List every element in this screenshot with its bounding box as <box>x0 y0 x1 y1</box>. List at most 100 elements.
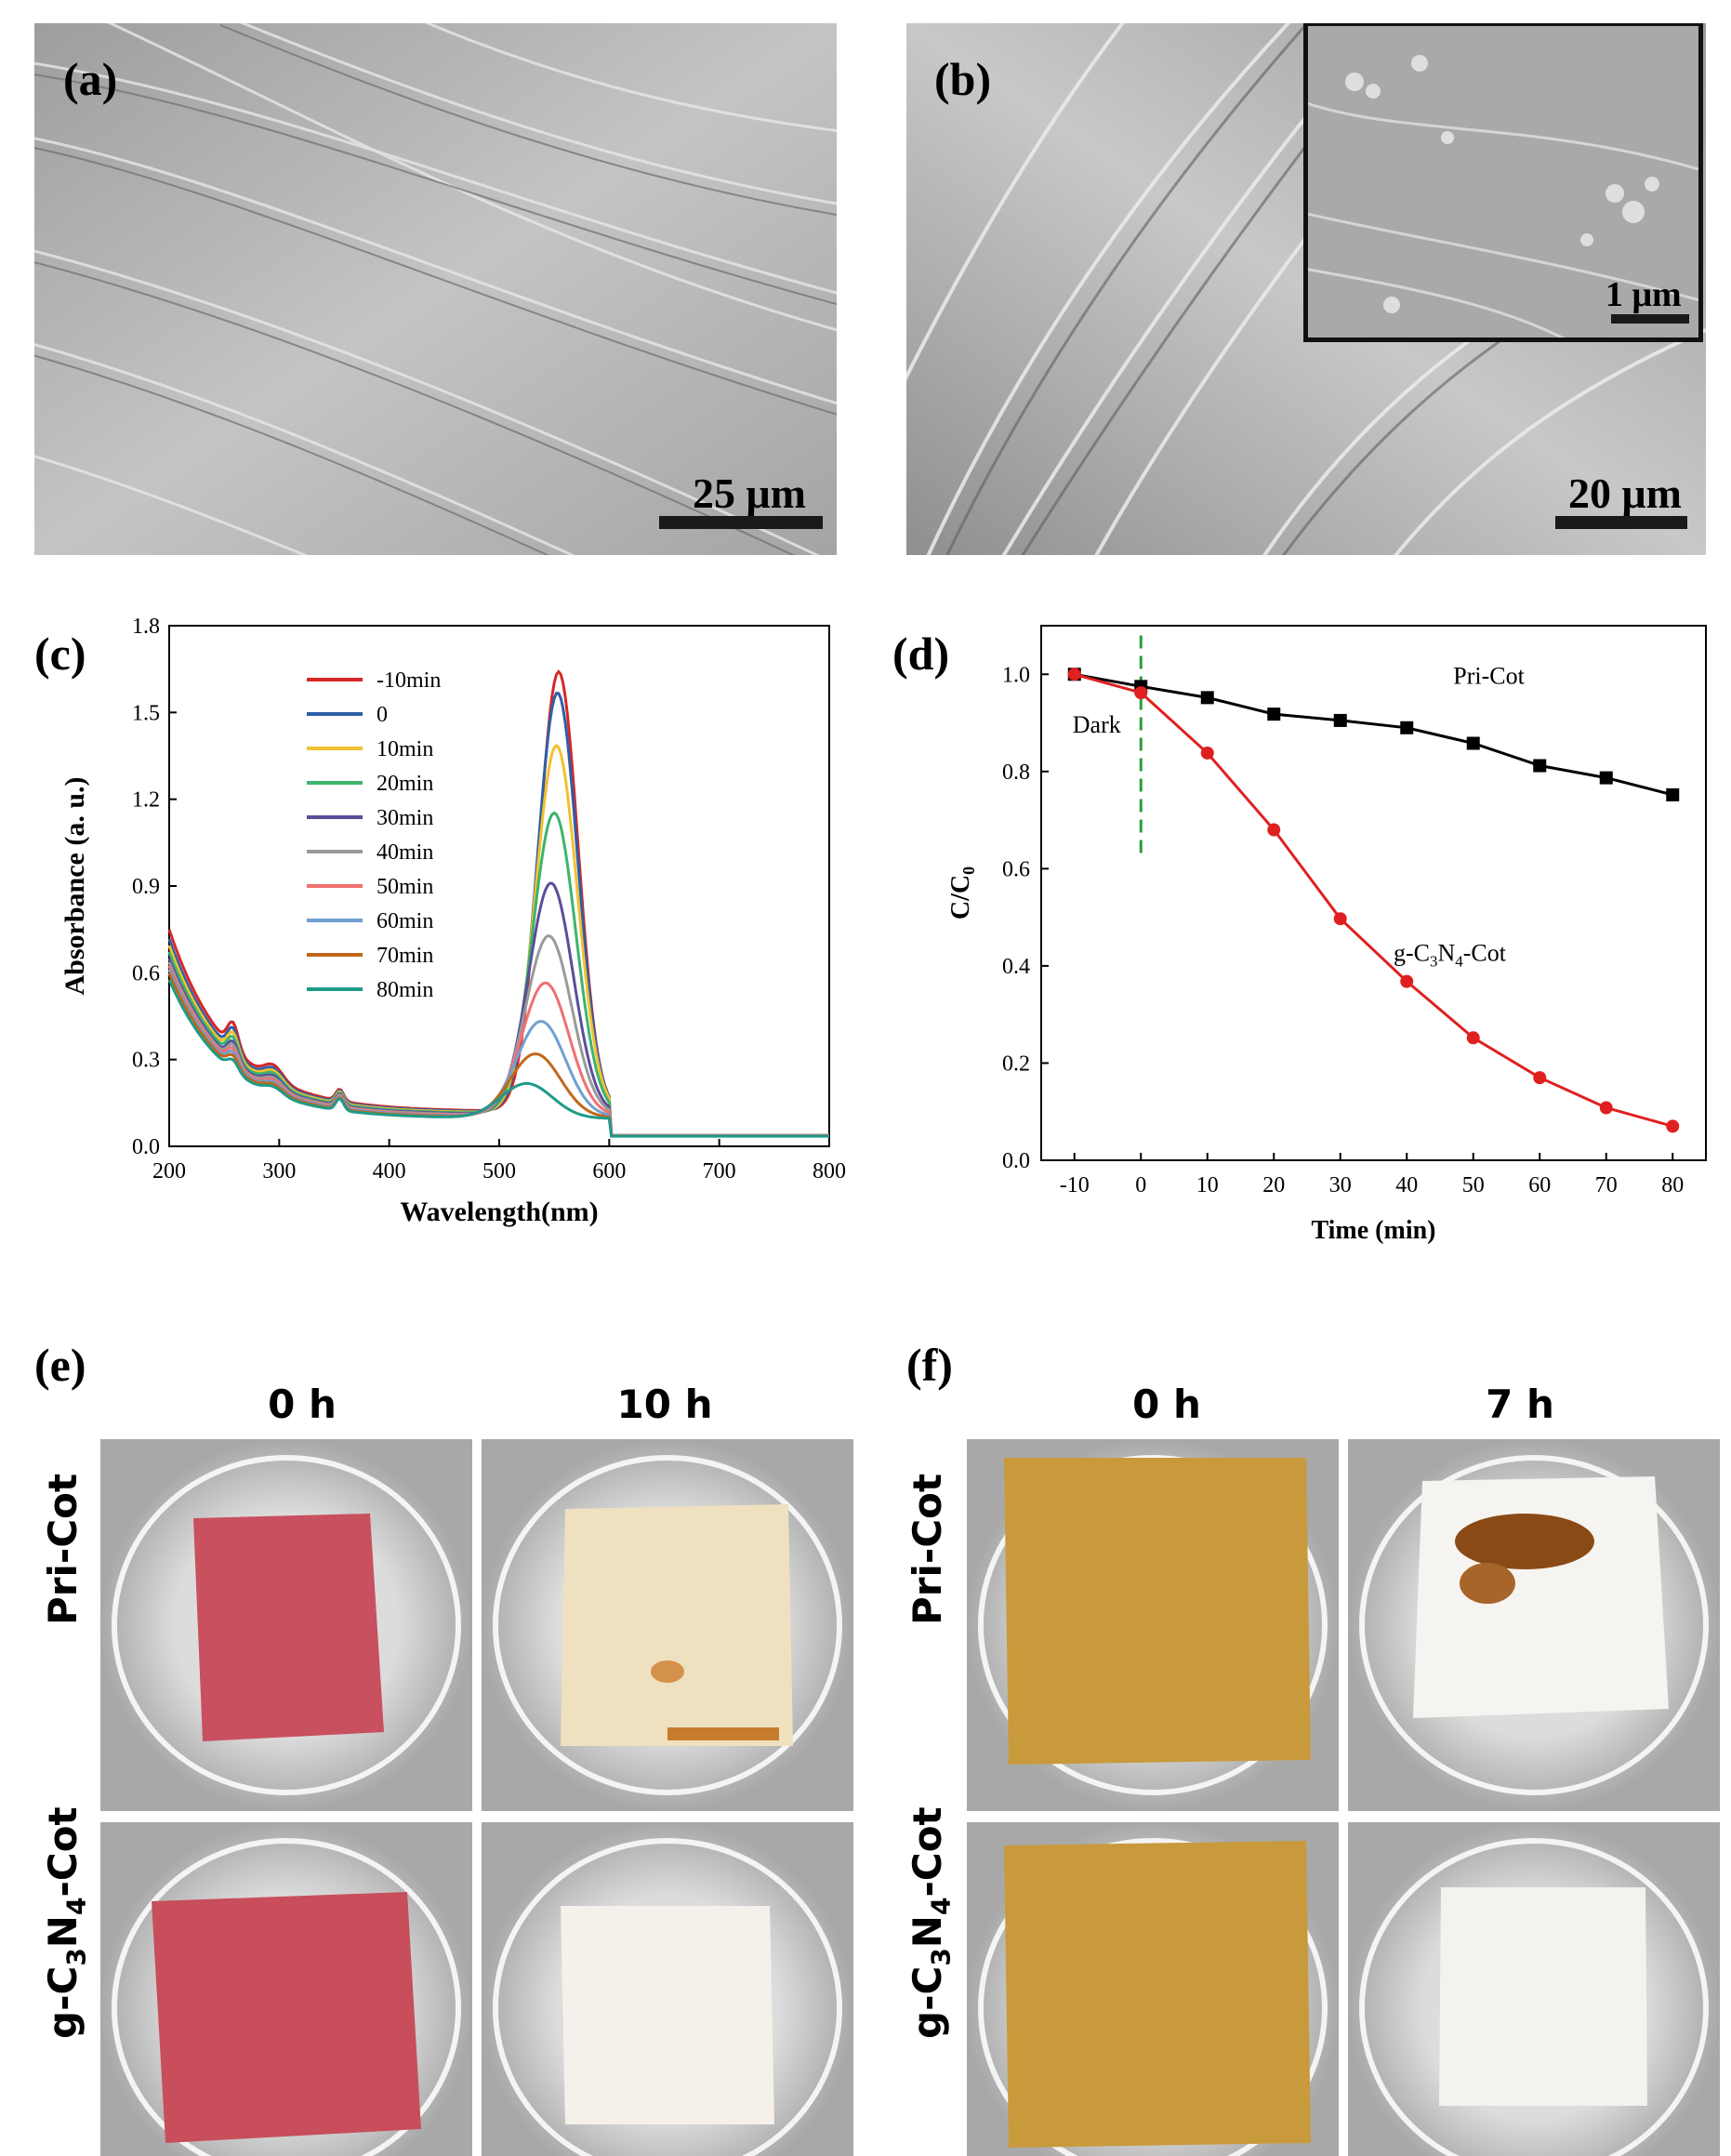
plot-frame-d <box>1040 625 1707 1161</box>
data-point-d-1-1 <box>1134 686 1148 700</box>
legend-label-c-4: 30min <box>377 806 433 830</box>
series-label-pri: Pri-Cot <box>1453 663 1525 690</box>
legend-label-c-7: 60min <box>377 909 433 933</box>
y-tick-label-d-5: 1.0 <box>1002 663 1030 687</box>
series-label-g-g_mid: N <box>1437 940 1455 967</box>
series-line-c-7 <box>167 969 829 1138</box>
data-point-d-1-8 <box>1599 1101 1613 1115</box>
x-axis-label-d: Time (min) <box>1311 1216 1435 1245</box>
x-tick-label-d-2: 10 <box>1196 1173 1219 1197</box>
series-line-c-8 <box>167 972 829 1138</box>
data-point-d-1-7 <box>1533 1071 1547 1085</box>
x-tick-label-d-0: -10 <box>1060 1173 1090 1197</box>
scale-bar-a <box>659 516 823 529</box>
photo-f-g-0h <box>967 1822 1339 2156</box>
row-g-sub2: 4 <box>60 1897 92 1916</box>
y-tick-label-d-2: 0.4 <box>1002 955 1030 979</box>
y-axis-label-d: C/C0 <box>946 866 978 919</box>
col-header-f-1: 7 h <box>1486 1382 1554 1427</box>
series-line-c-6 <box>167 965 829 1138</box>
series-label-g-g_sub1: 3 <box>1430 953 1438 971</box>
series-label-g: g-C3N4-Cot <box>1394 940 1507 971</box>
photo-e-g-10h <box>482 1822 853 2156</box>
x-tick-label-d-8: 70 <box>1595 1173 1618 1197</box>
row-header-e-pri: Pri-Cot <box>40 1473 86 1625</box>
photo-f-g-7h <box>1348 1822 1720 2156</box>
data-point-d-1-0 <box>1067 668 1081 681</box>
scale-bar-label-a: 25 μm <box>693 470 806 517</box>
series-label-g-g_sub2: 4 <box>1455 953 1463 971</box>
inset-scale-bar-label-b: 1 μm <box>1605 275 1682 314</box>
y-axis-label-sub-d: 0 <box>959 866 978 875</box>
data-point-d-0-3 <box>1267 708 1281 721</box>
x-tick-label-d-1: 0 <box>1135 1173 1146 1197</box>
y-tick-label-c-6: 1.8 <box>132 615 160 639</box>
row-header-f-g: g-C3N4-Cot <box>905 1806 957 2039</box>
data-point-d-0-4 <box>1333 713 1347 727</box>
row-header-f-pri: Pri-Cot <box>905 1473 950 1625</box>
data-point-d-0-5 <box>1400 721 1414 734</box>
data-point-d-1-4 <box>1333 912 1347 926</box>
row-g-mid: N <box>40 1915 86 1949</box>
y-tick-label-c-2: 0.6 <box>132 961 160 985</box>
col-header-e-1: 10 h <box>616 1382 713 1427</box>
row-g-sub2: 4 <box>925 1897 957 1916</box>
data-point-d-0-9 <box>1666 787 1680 801</box>
y-tick-label-d-3: 0.6 <box>1002 857 1030 881</box>
sem-image-b: 20 μm 1 μm <box>906 23 1706 555</box>
series-line-d-1 <box>1074 672 1673 1128</box>
legend-label-c-3: 20min <box>377 772 433 796</box>
x-tick-label-c-6: 800 <box>813 1159 846 1184</box>
data-point-d-0-8 <box>1599 771 1613 785</box>
y-tick-label-c-4: 1.2 <box>132 788 160 813</box>
row-g-suffix: -Cot <box>905 1806 950 1898</box>
y-axis-label-c: Absorbance (a. u.) <box>59 776 90 995</box>
series-label-g-g_suffix: -Cot <box>1463 940 1507 967</box>
x-tick-label-c-2: 400 <box>373 1159 406 1184</box>
data-point-d-0-7 <box>1533 759 1547 773</box>
chart-c: 200 300 400 500 600 700 800 0.0 0.3 0.6 0.9 1.2 1.5 1… <box>59 615 846 1227</box>
legend-label-c-5: 40min <box>377 840 433 865</box>
inset-scale-bar-b <box>1611 314 1689 324</box>
panel-label-e: (e) <box>34 1339 86 1391</box>
x-tick-label-c-4: 600 <box>592 1159 626 1184</box>
legend-label-c-8: 70min <box>377 944 433 968</box>
series-line-c-3 <box>167 811 829 1137</box>
panel-label-a: (a) <box>63 53 118 105</box>
x-tick-label-c-5: 700 <box>703 1159 736 1184</box>
x-tick-label-c-1: 300 <box>262 1159 296 1184</box>
row-g-prefix: g-C <box>40 1965 86 2039</box>
y-tick-label-d-4: 0.8 <box>1002 761 1030 785</box>
series-line-c-9 <box>167 979 829 1138</box>
x-tick-label-d-9: 80 <box>1661 1173 1684 1197</box>
dark-label: Dark <box>1073 711 1121 738</box>
legend-label-c-9: 80min <box>377 978 433 1002</box>
photo-e-pri-10h <box>482 1439 853 1811</box>
y-tick-label-d-1: 0.2 <box>1002 1052 1030 1076</box>
scale-bar-b <box>1555 516 1687 529</box>
photo-f-pri-0h <box>967 1439 1339 1811</box>
data-point-d-0-2 <box>1200 691 1214 705</box>
chart-d: -10 0 10 20 30 40 50 60 70 800.00.20.40.60.81.0Ti… <box>946 625 1707 1245</box>
legend-label-c-2: 10min <box>377 737 433 761</box>
panel-label-d: (d) <box>892 628 950 680</box>
scale-bar-label-b: 20 μm <box>1568 470 1682 517</box>
y-tick-label-d-0: 0.0 <box>1002 1149 1030 1173</box>
photo-e-pri-0h <box>100 1439 472 1811</box>
x-tick-label-d-4: 30 <box>1329 1173 1352 1197</box>
row-header-e-g: g-C3N4-Cot <box>40 1806 92 2039</box>
photo-e-g-0h <box>100 1822 472 2156</box>
row-g-mid: N <box>905 1915 950 1949</box>
y-tick-label-c-1: 0.3 <box>132 1049 160 1073</box>
row-g-sub1: 3 <box>60 1948 92 1966</box>
panel-label-f: (f) <box>906 1339 953 1391</box>
data-point-d-1-2 <box>1200 746 1214 760</box>
x-tick-label-d-3: 20 <box>1262 1173 1285 1197</box>
legend-label-c-6: 50min <box>377 875 433 899</box>
panel-label-c: (c) <box>34 628 86 680</box>
x-axis-label-c: Wavelength(nm) <box>400 1197 598 1227</box>
col-header-f-0: 0 h <box>1132 1382 1201 1427</box>
legend-label-c-0: -10min <box>377 668 441 693</box>
photo-f-pri-7h <box>1348 1439 1720 1811</box>
